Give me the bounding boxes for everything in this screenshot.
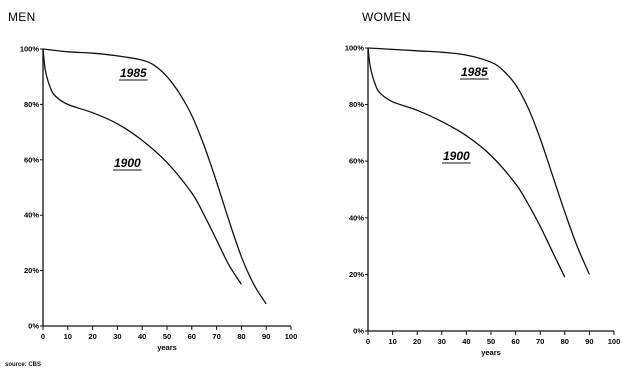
- women-x-tick-label: 20: [413, 337, 421, 346]
- women-x-tick-label: 100: [608, 337, 621, 346]
- men-y-tick-label: 60%: [24, 155, 39, 164]
- men-x-tick-label: 60: [188, 332, 196, 341]
- men-x-tick-label: 20: [88, 332, 96, 341]
- men-y-tick-label: 20%: [24, 266, 39, 275]
- women-series-1900-line: [367, 47, 566, 278]
- women-series-1985-line: [367, 47, 590, 275]
- men-y-tick-label: 0%: [28, 322, 39, 331]
- men-x-axis-label: years: [157, 343, 177, 352]
- men-series-1900-line: [42, 48, 242, 285]
- men-chart: MEN 0% 20% 40% 60% 80% 100% 0 10 20 30 40 50 60 70 80 90…: [8, 10, 297, 352]
- men-x-tick-label: 100: [285, 332, 298, 341]
- women-x-tick-label: 80: [561, 337, 569, 346]
- men-x-tick-label: 40: [138, 332, 146, 341]
- women-series-1900-label: 1900: [443, 149, 470, 163]
- women-y-tick-label: 0%: [353, 327, 364, 336]
- women-x-tick-label: 90: [585, 337, 593, 346]
- men-x-tick-label: 50: [163, 332, 171, 341]
- women-series-1985-label: 1985: [461, 65, 488, 79]
- women-x-tick-label: 60: [511, 337, 519, 346]
- women-x-tick-label: 40: [462, 337, 470, 346]
- men-x-tick-label: 10: [64, 332, 72, 341]
- women-x-axis-label: years: [481, 348, 501, 357]
- men-x-tick-label: 80: [237, 332, 245, 341]
- men-series-1985-line: [42, 48, 267, 305]
- women-y-tick-label: 60%: [349, 157, 364, 166]
- men-y-tick-label: 80%: [24, 100, 39, 109]
- women-y-tick-label: 20%: [349, 270, 364, 279]
- men-x-tick-label: 70: [212, 332, 220, 341]
- women-y-tick-label: 40%: [349, 213, 364, 222]
- men-x-tick-label: 0: [41, 332, 45, 341]
- women-x-tick-label: 0: [366, 337, 370, 346]
- women-title: WOMEN: [362, 10, 411, 24]
- women-chart: WOMEN 0% 20% 40% 60% 80% 100% 0 10 20 30 40 50 60 70 80…: [345, 10, 620, 357]
- women-y-tick-label: 100%: [345, 44, 365, 53]
- men-y-tick-label: 100%: [20, 45, 40, 54]
- women-x-tick-label: 50: [487, 337, 495, 346]
- men-title: MEN: [8, 10, 36, 24]
- source-note: source: CBS: [5, 362, 42, 368]
- men-y-tick-label: 40%: [24, 211, 39, 220]
- women-y-tick-label: 80%: [349, 100, 364, 109]
- women-x-tick-label: 30: [438, 337, 446, 346]
- women-x-tick-label: 70: [536, 337, 544, 346]
- men-series-1900-label: 1900: [114, 156, 141, 170]
- women-x-tick-label: 10: [388, 337, 396, 346]
- men-x-tick-label: 30: [113, 332, 121, 341]
- men-x-tick-label: 90: [262, 332, 270, 341]
- men-series-1985-label: 1985: [120, 66, 147, 80]
